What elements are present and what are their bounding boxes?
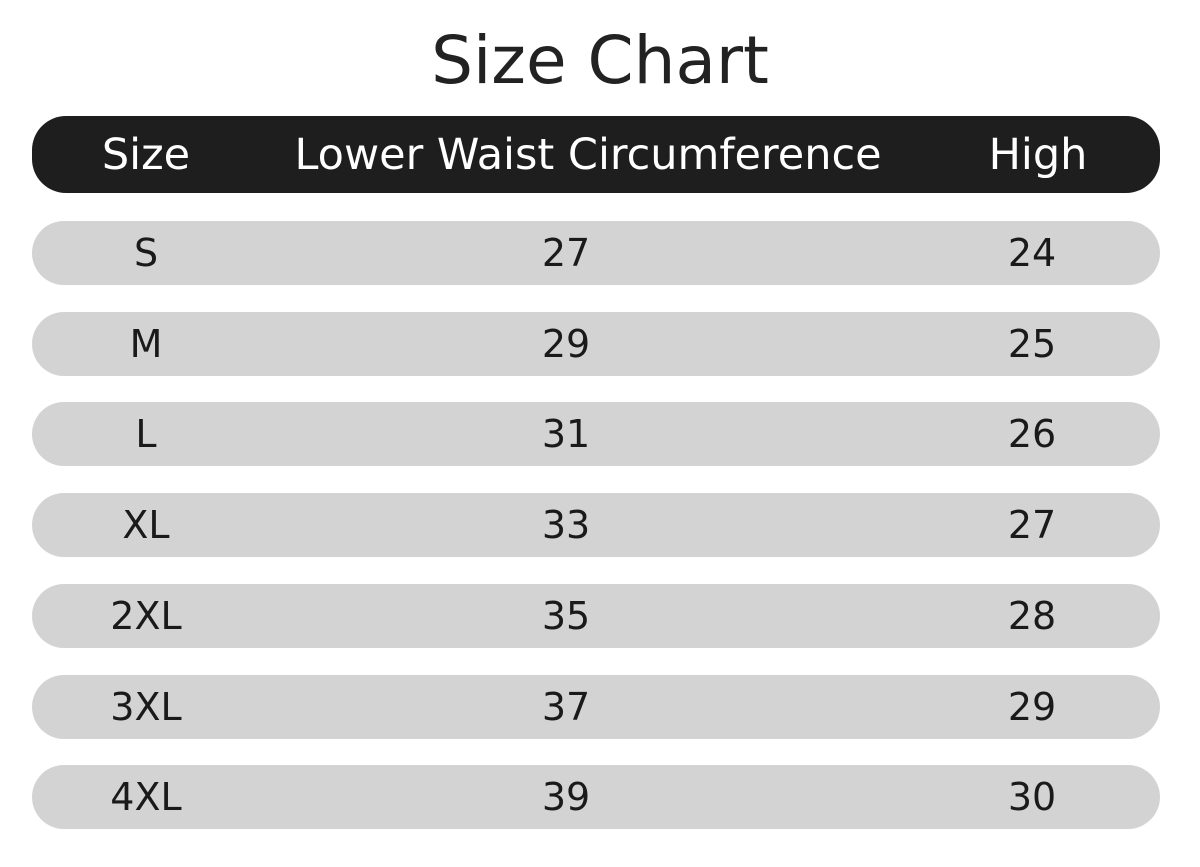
table-cell: 30	[1007, 775, 1057, 820]
header-row: Size Lower Waist Circumference High	[32, 116, 1160, 193]
table-cell: 4XL	[110, 775, 182, 820]
page-title: Size Chart	[431, 22, 769, 99]
table-cell: L	[135, 412, 157, 457]
table-cell: 28	[1007, 593, 1057, 638]
header-cell: Size	[101, 129, 191, 180]
header-cell: Lower Waist Circumference	[294, 129, 882, 180]
table-cell: 35	[541, 593, 591, 638]
table-row: L 31 26	[32, 402, 1160, 467]
header-cell: High	[988, 129, 1088, 180]
table-cell: 29	[541, 321, 591, 366]
table-row: 3XL 37 29	[32, 674, 1160, 739]
table-cell: 31	[541, 412, 591, 457]
table-cell: 37	[541, 684, 591, 729]
table-cell: 29	[1007, 684, 1057, 729]
table-cell: 39	[541, 775, 591, 820]
table-cell: 27	[1007, 503, 1057, 548]
table-row: S 27 24	[32, 221, 1160, 285]
table-cell: 24	[1007, 231, 1057, 275]
table-cell: XL	[122, 503, 170, 548]
table-cell: M	[129, 321, 163, 366]
table-cell: 2XL	[110, 593, 182, 638]
table-row: 4XL 39 30	[32, 765, 1160, 830]
table-row: M 29 25	[32, 311, 1160, 376]
table-row: XL 33 27	[32, 493, 1160, 558]
table-cell: S	[133, 231, 159, 275]
table-row: 2XL 35 28	[32, 583, 1160, 648]
table-cell: 25	[1007, 321, 1057, 366]
table-cell: 27	[541, 231, 591, 275]
table-cell: 26	[1007, 412, 1057, 457]
table-cell: 3XL	[110, 684, 182, 729]
table-cell: 33	[541, 503, 591, 548]
